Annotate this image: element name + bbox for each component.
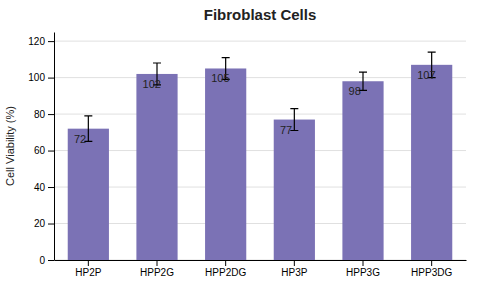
tick-label: HPP3DG xyxy=(411,267,452,278)
tick: 120 xyxy=(28,36,54,47)
bar xyxy=(205,68,246,260)
data-label: 98 xyxy=(349,85,361,97)
grid-line xyxy=(54,41,466,42)
tick-label: HP2P xyxy=(75,267,101,278)
chart: 721021057798107020406080100120HP2PHPP2GH… xyxy=(0,0,480,288)
tick-label: HP3P xyxy=(281,267,307,278)
tick-label: 60 xyxy=(34,145,46,156)
tick: HPP3G xyxy=(346,260,380,278)
tick: 100 xyxy=(28,72,54,83)
grid-line xyxy=(54,187,466,188)
tick-mark xyxy=(48,151,54,152)
tick: HP2P xyxy=(75,260,101,278)
x-axis: HP2P HPP2G HPP2DG HP3P HPP3G HPP3DG xyxy=(55,260,467,278)
tick-label: HPP2G xyxy=(140,267,174,278)
plot-area xyxy=(68,52,453,260)
bar xyxy=(274,120,315,260)
tick-mark xyxy=(48,41,54,42)
grid xyxy=(54,41,466,260)
tick-label: 20 xyxy=(34,218,46,229)
tick-mark xyxy=(88,260,89,266)
error-bars xyxy=(84,52,435,141)
tick-mark xyxy=(363,260,364,266)
tick: 40 xyxy=(34,182,54,193)
bar xyxy=(136,74,177,260)
tick: HPP2G xyxy=(140,260,174,278)
tick-label: 0 xyxy=(39,255,45,266)
tick-mark xyxy=(225,260,226,266)
tick-mark xyxy=(157,260,158,266)
data-label: 105 xyxy=(211,72,229,84)
tick-mark xyxy=(431,260,432,266)
bars xyxy=(68,65,453,260)
tick: 60 xyxy=(34,145,54,156)
tick-label: 40 xyxy=(34,182,46,193)
y-axis-title: Cell Viability (%) xyxy=(4,106,16,186)
tick-label: 100 xyxy=(28,72,45,83)
data-label: 102 xyxy=(143,78,161,90)
data-label: 77 xyxy=(280,124,292,136)
tick: 0 xyxy=(39,255,54,266)
grid-line xyxy=(54,114,466,115)
tick-mark xyxy=(48,224,54,225)
tick: 80 xyxy=(34,109,54,120)
data-label: 72 xyxy=(74,133,86,145)
tick: 20 xyxy=(34,218,54,229)
tick-mark xyxy=(48,187,54,188)
bar xyxy=(342,81,383,260)
grid-line xyxy=(54,223,466,224)
axis-line xyxy=(54,33,55,261)
tick-mark xyxy=(48,78,54,79)
tick: HPP2DG xyxy=(205,260,246,278)
title: Fibroblast Cells xyxy=(204,6,317,23)
tick-mark xyxy=(48,114,54,115)
tick-label: HPP2DG xyxy=(205,267,246,278)
y-axis: 0 20 40 60 80 100 120 xyxy=(28,33,54,266)
grid-line xyxy=(54,77,466,78)
tick-label: 80 xyxy=(34,109,46,120)
tick-mark xyxy=(294,260,295,266)
bar xyxy=(68,129,109,260)
tick-mark xyxy=(48,260,54,261)
tick: HPP3DG xyxy=(411,260,452,278)
tick: HP3P xyxy=(281,260,307,278)
data-label: 107 xyxy=(417,69,435,81)
axis-line xyxy=(55,260,467,261)
bar xyxy=(411,65,452,260)
grid-line xyxy=(54,260,466,261)
tick-label: HPP3G xyxy=(346,267,380,278)
data-labels: 72 102 105 77 98 107 xyxy=(74,69,436,145)
tick-label: 120 xyxy=(28,36,45,47)
chart-container: 721021057798107020406080100120HP2PHPP2GH… xyxy=(0,0,480,288)
grid-line xyxy=(54,150,466,151)
